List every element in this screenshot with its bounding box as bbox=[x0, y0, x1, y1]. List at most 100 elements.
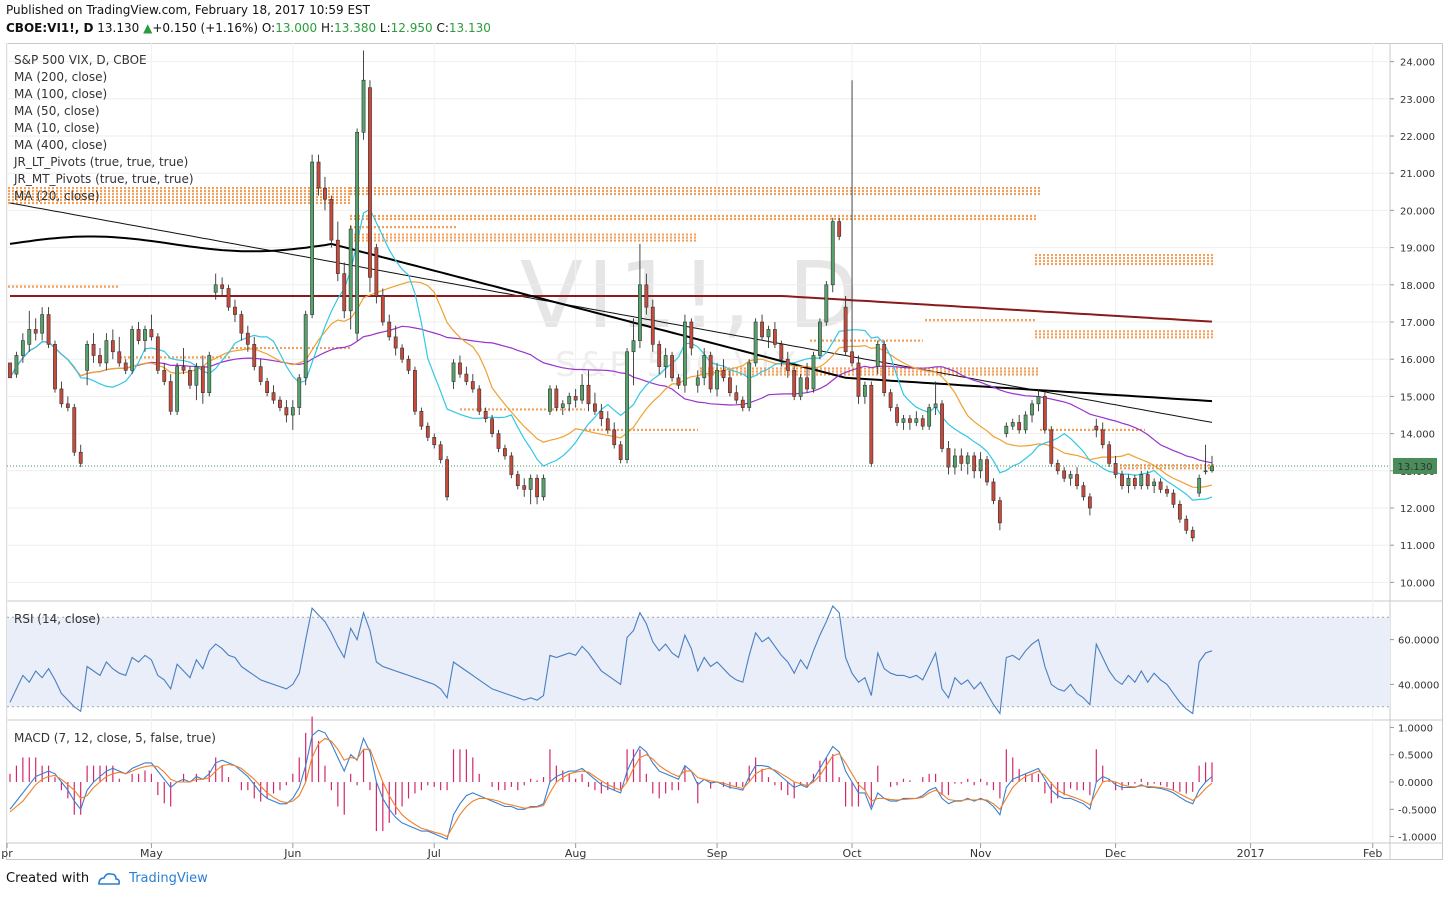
candle-body bbox=[380, 295, 385, 323]
legend-item-ma10[interactable]: MA (10, close) bbox=[14, 121, 100, 135]
lt-pivot-band bbox=[350, 214, 1038, 221]
ma10-line bbox=[9, 208, 1213, 501]
candle-body bbox=[361, 79, 366, 133]
lt-pivot-band bbox=[8, 186, 350, 205]
candle-body bbox=[940, 403, 944, 449]
price-tick-label: 12.000 bbox=[1400, 504, 1435, 515]
rsi-band bbox=[7, 617, 1390, 707]
legend-item-lt-pivots[interactable]: JR_LT_Pivots (true, true, true) bbox=[14, 155, 189, 169]
legend-item-ma400[interactable]: MA (400, close) bbox=[14, 138, 108, 152]
mt-pivot-band bbox=[1120, 464, 1215, 470]
candle-body bbox=[734, 392, 739, 401]
open-label: O: bbox=[261, 21, 276, 35]
date-tick-label: Nov bbox=[970, 847, 992, 860]
candle-body bbox=[432, 437, 437, 446]
candle-body bbox=[123, 362, 128, 371]
candle-body bbox=[303, 314, 308, 379]
candle-body bbox=[952, 455, 957, 468]
legend-item-ma100[interactable]: MA (100, close) bbox=[14, 87, 108, 101]
candle-body bbox=[226, 288, 231, 308]
candle-body bbox=[792, 370, 797, 397]
candle-body bbox=[586, 384, 591, 405]
candle-body bbox=[978, 459, 983, 472]
candle-body bbox=[573, 396, 578, 401]
macd-tick-label: 0.0000 bbox=[1398, 778, 1433, 789]
legend-item-ma50[interactable]: MA (50, close) bbox=[14, 104, 100, 118]
candle-body bbox=[1030, 403, 1034, 416]
candle-body bbox=[490, 418, 494, 434]
candle-body bbox=[98, 355, 102, 364]
legend-item-ma200[interactable]: MA (200, close) bbox=[14, 70, 108, 84]
date-tick-label: Jul bbox=[427, 847, 441, 860]
candle-body bbox=[104, 340, 109, 364]
legend-item-mt-pivots[interactable]: JR_MT_Pivots (true, true, true) bbox=[14, 172, 194, 186]
candle-body bbox=[1184, 518, 1189, 531]
date-tick-label: Feb bbox=[1363, 847, 1382, 860]
ma400-line bbox=[9, 202, 1213, 423]
candle-body bbox=[850, 351, 854, 364]
legend-item-ma20[interactable]: MA (20, close) bbox=[14, 189, 100, 203]
candle-body bbox=[503, 448, 507, 457]
candle-body bbox=[1139, 474, 1144, 486]
date-tick-label: Dec bbox=[1105, 847, 1126, 860]
footer-brand-link[interactable]: TradingView bbox=[129, 871, 208, 886]
candle-body bbox=[1120, 474, 1124, 486]
candle-body bbox=[753, 321, 758, 364]
candle-body bbox=[676, 377, 681, 386]
candle-body bbox=[1113, 463, 1118, 475]
candle-body bbox=[631, 340, 636, 353]
candle-body bbox=[425, 425, 430, 438]
candle-body bbox=[567, 396, 572, 405]
candle-body bbox=[837, 221, 842, 237]
candle-body bbox=[1094, 425, 1099, 431]
candle-body bbox=[1049, 429, 1054, 464]
candle-body bbox=[715, 370, 719, 390]
close-label: C: bbox=[436, 21, 449, 35]
candle-body bbox=[72, 407, 77, 453]
candle-body bbox=[14, 355, 19, 375]
candle-body bbox=[239, 314, 244, 334]
candle-body bbox=[200, 366, 205, 393]
candle-body bbox=[702, 355, 707, 379]
price-tick-label: 22.000 bbox=[1400, 132, 1435, 143]
candle-body bbox=[728, 377, 732, 393]
candle-body bbox=[888, 392, 893, 408]
low-label: L: bbox=[379, 21, 391, 35]
price-tick-label: 19.000 bbox=[1400, 244, 1435, 255]
candle-body bbox=[875, 344, 880, 367]
candle-body bbox=[1042, 396, 1047, 431]
candle-body bbox=[20, 340, 25, 356]
mt-pivot-band bbox=[350, 233, 698, 242]
date-tick-label: Sep bbox=[707, 847, 728, 860]
candle-body bbox=[136, 329, 141, 341]
candle-body bbox=[605, 418, 610, 431]
candle-body bbox=[1210, 465, 1214, 472]
candle-body bbox=[901, 418, 906, 423]
last-price: 13.130 bbox=[97, 21, 140, 35]
candle-body bbox=[638, 284, 642, 341]
candle-body bbox=[149, 329, 154, 338]
macd-title[interactable]: MACD (7, 12, close, 5, false, true) bbox=[14, 731, 216, 745]
legend-item-main[interactable]: S&P 500 VIX, D, CBOE bbox=[14, 53, 147, 67]
ma50-line bbox=[9, 325, 1213, 464]
candle-body bbox=[625, 351, 629, 460]
candle-body bbox=[271, 392, 276, 401]
candle-body bbox=[1036, 396, 1041, 405]
candle-body bbox=[233, 306, 237, 315]
candle-body bbox=[155, 336, 160, 371]
candle-body bbox=[387, 321, 392, 338]
candle-body bbox=[683, 321, 687, 386]
candle-body bbox=[689, 321, 694, 349]
candle-body bbox=[612, 429, 617, 446]
candle-body bbox=[445, 459, 449, 498]
candle-body bbox=[862, 384, 867, 397]
candle-body bbox=[644, 284, 649, 308]
candle-body bbox=[747, 362, 752, 408]
candle-body bbox=[522, 485, 527, 490]
candle-body bbox=[496, 433, 501, 449]
candle-body bbox=[348, 228, 353, 312]
macd-line bbox=[9, 729, 1213, 841]
candle-body bbox=[785, 358, 790, 371]
rsi-title[interactable]: RSI (14, close) bbox=[14, 612, 101, 626]
